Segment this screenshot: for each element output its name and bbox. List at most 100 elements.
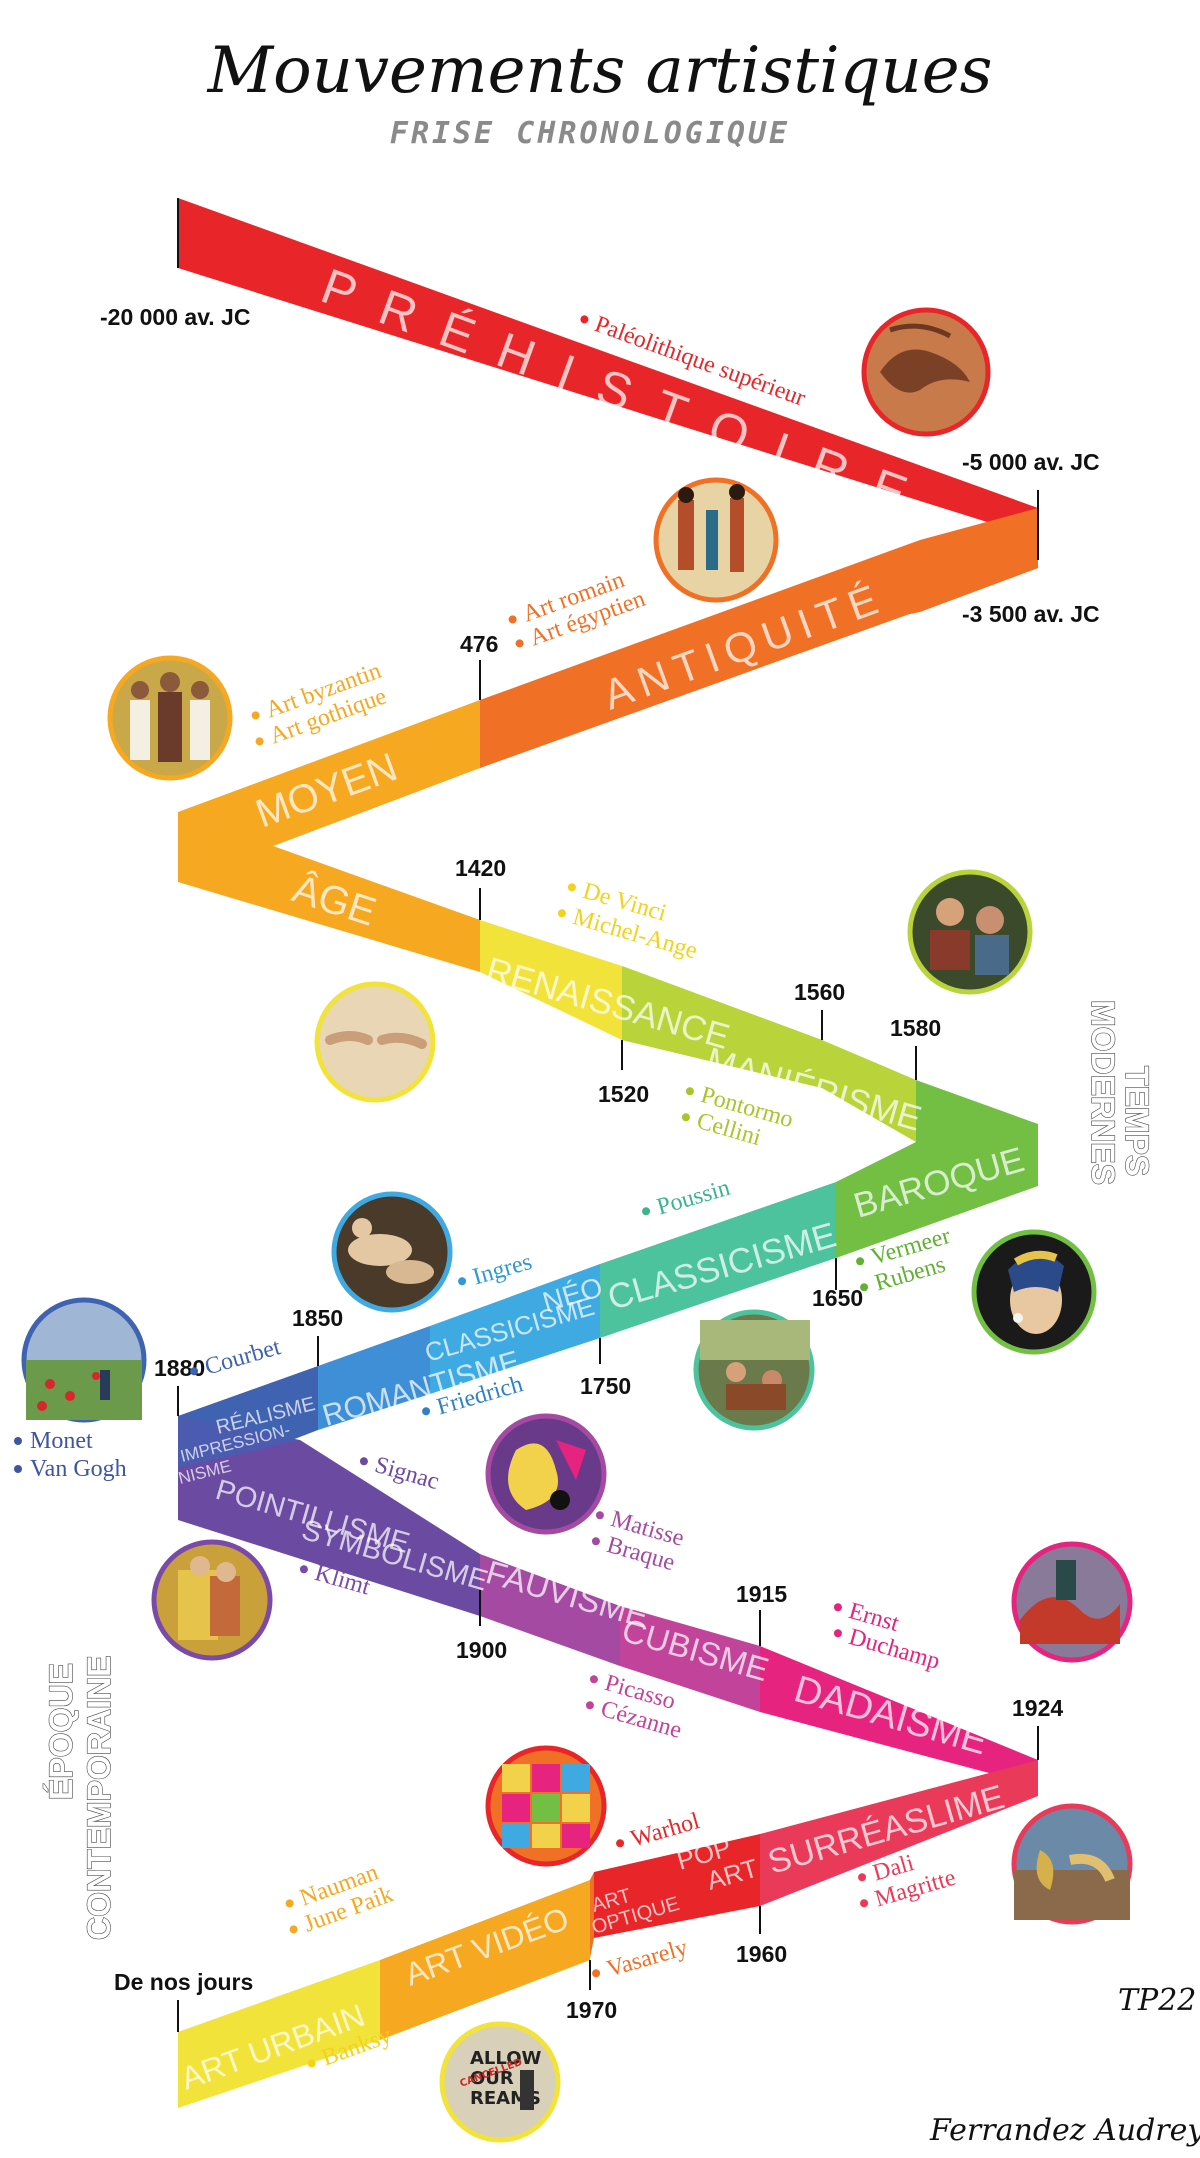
note-bullet (190, 1367, 199, 1376)
date-1650: 1650 (812, 1285, 863, 1311)
side-label-modernes: MODERNES (1085, 1000, 1121, 1185)
note-bullet (681, 1113, 690, 1122)
artwork-matisse-cutout (485, 1413, 607, 1535)
date-3500-avjc: -3 500 av. JC (962, 601, 1100, 627)
side-label-contemporaine: CONTEMPORAINE (81, 1656, 117, 1940)
note-bullet (591, 1537, 600, 1546)
note-bullet (567, 883, 576, 892)
side-label-temps: TEMPS (1119, 1066, 1155, 1176)
note-bullet (307, 2059, 316, 2068)
artist-note: Ingres (458, 1249, 535, 1291)
band-prehistoire (178, 198, 1038, 538)
note-bullet (858, 1873, 867, 1882)
band-cubisme (620, 1606, 760, 1712)
band-baroque-return (836, 1142, 1038, 1258)
note-bullet (589, 1675, 598, 1684)
band-fauvisme (480, 1554, 620, 1666)
band-romantisme (318, 1326, 430, 1430)
note-bullet (359, 1457, 368, 1466)
band-surrealisme (760, 1786, 1038, 1906)
note-bullet (285, 1899, 294, 1908)
note-bullet (508, 615, 517, 624)
note-bullet (860, 1899, 869, 1908)
band-art-urbain (178, 1960, 380, 2108)
band-pop-art (594, 1834, 760, 1938)
note-bullet (557, 909, 566, 918)
side-label-epoque: ÉPOQUE (43, 1663, 79, 1800)
note-text: Courbet (202, 1334, 284, 1380)
side-labels: TEMPS MODERNES ÉPOQUE CONTEMPORAINE (42, 999, 1155, 1940)
note-bullet (14, 1437, 22, 1445)
dates: -20 000 av. JC -5 000 av. JC -3 500 av. … (100, 304, 1100, 2023)
banksy-text-line2: OUR (470, 2068, 514, 2089)
date-1960: 1960 (736, 1941, 787, 1967)
date-1880: 1880 (154, 1355, 205, 1381)
note-text: Vasarely (604, 1935, 691, 1983)
date-1520: 1520 (598, 1081, 649, 1107)
artwork-dali-clocks (1011, 1803, 1133, 1925)
band-label-dadaisme: DADAÏSME (790, 1668, 992, 1763)
signature-author: Ferrandez Audrey (929, 2113, 1200, 2148)
note-bullet (255, 737, 264, 746)
note-bullet (515, 639, 524, 648)
artwork-poussin-landscape (693, 1309, 815, 1431)
note-bullet (856, 1257, 865, 1266)
artwork-girl-with-pearl-earring (971, 1229, 1097, 1355)
note-bullet (642, 1207, 651, 1216)
band-pointillisme (178, 1440, 480, 1616)
note-bullet (422, 1407, 431, 1416)
band-moyen-age-lower (178, 812, 480, 972)
note-bullet (860, 1283, 869, 1292)
note-text: Van Gogh (30, 1456, 127, 1482)
note-bullet (592, 1969, 601, 1978)
band-label-prehistoire: PRÉHISTOIRE (314, 258, 940, 532)
artist-note: Vasarely (592, 1935, 691, 1983)
band-antiquite-tail (480, 508, 1038, 768)
note-bullet (585, 1701, 594, 1710)
band-art-video (380, 1880, 590, 2040)
artwork-ernst-landscape (1011, 1541, 1133, 1663)
date-de-nos-jours: De nos jours (114, 1969, 253, 1995)
date-1560: 1560 (794, 979, 845, 1005)
artwork-egyptian-fresco (653, 477, 779, 603)
artwork-cave-painting (861, 307, 991, 437)
page-title: Mouvements artistiques (207, 34, 993, 108)
artwork-michelangelo-creation (314, 981, 436, 1103)
band-art-optique (590, 1872, 594, 1958)
date-1915: 1915 (736, 1581, 787, 1607)
date-ticks (177, 198, 1039, 2032)
artist-note: Monet (14, 1428, 93, 1454)
date-5000-avjc: -5 000 av. JC (962, 449, 1100, 475)
artwork-mannerist-painting (907, 869, 1033, 995)
note-text: Monet (30, 1428, 93, 1454)
note-bullet (251, 711, 260, 720)
note-bullet (299, 1565, 308, 1574)
note-text: Poussin (654, 1175, 733, 1221)
band-dadaisme (760, 1646, 1038, 1786)
date-20000-avjc: -20 000 av. JC (100, 304, 250, 330)
banksy-text-line1: ALLOW (470, 2048, 542, 2069)
band-neo-classicisme (430, 1264, 600, 1394)
band-classicisme (600, 1182, 836, 1338)
artwork-monet-poppies (21, 1297, 147, 1423)
note-bullet (14, 1465, 22, 1473)
artwork-banksy-stencil: ALLOW OUR REAMS CANCELLED (439, 2021, 561, 2143)
date-476: 476 (460, 631, 498, 657)
band-moyen-age-upper (178, 700, 480, 882)
date-1750: 1750 (580, 1373, 631, 1399)
note-text: Ingres (470, 1249, 535, 1291)
artist-note: Van Gogh (14, 1456, 127, 1482)
note-bullet (289, 1925, 298, 1934)
note-bullet (833, 1603, 842, 1612)
date-1850: 1850 (292, 1305, 343, 1331)
artwork-medallions: ALLOW OUR REAMS CANCELLED (21, 307, 1133, 2143)
signature-code: TP22 (1118, 1983, 1196, 2018)
artwork-byzantine-mosaic (107, 655, 233, 781)
date-1900: 1900 (456, 1637, 507, 1663)
artwork-klimt-kiss (151, 1539, 273, 1661)
note-bullet (580, 315, 589, 324)
date-1970: 1970 (566, 1997, 617, 2023)
page-subtitle: FRISE CHRONOLOGIQUE (390, 116, 790, 151)
note-bullet (685, 1087, 694, 1096)
